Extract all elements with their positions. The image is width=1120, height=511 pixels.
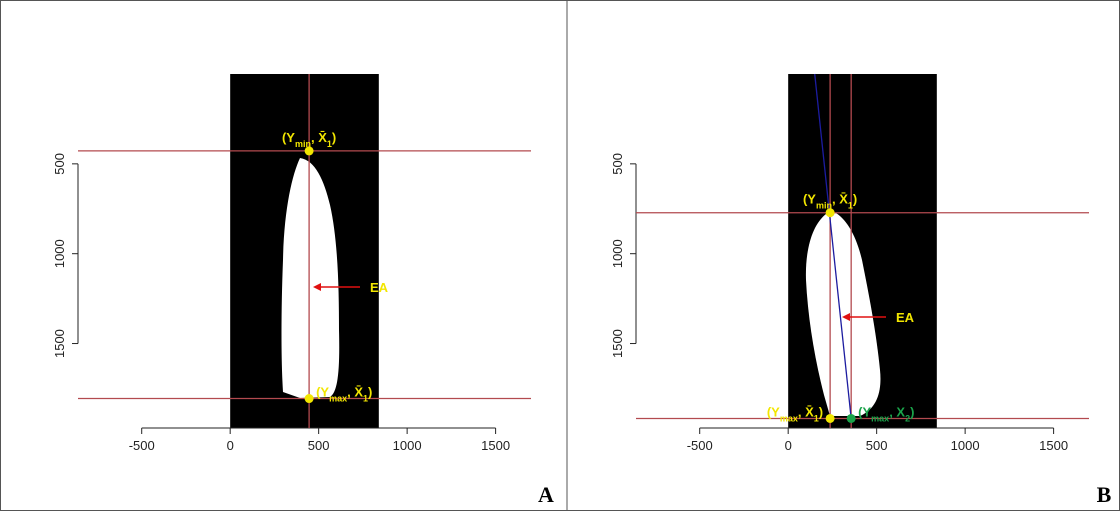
x-tick-label: 0	[227, 438, 234, 453]
x-tick-label: -500	[687, 438, 713, 453]
y-tick-label: 1000	[52, 239, 67, 268]
y-tick-label: 1500	[52, 329, 67, 358]
label-part: min	[295, 139, 311, 149]
label-part: (Y	[858, 404, 871, 419]
x-tick-label: -500	[129, 438, 155, 453]
label-part: , X̄	[832, 192, 848, 207]
label-part: , X	[889, 404, 905, 419]
label-part: (Y	[282, 130, 295, 145]
x-tick-label: 1500	[481, 438, 510, 453]
figure: -50005001000150050010001500EA(Ymin, X̄1)…	[0, 0, 1120, 511]
label-part: )	[368, 385, 372, 400]
label-part: , X̄	[311, 130, 327, 145]
label-part: (Y	[316, 385, 329, 400]
y-tick-label: 500	[52, 153, 67, 175]
label-part: )	[332, 130, 336, 145]
x-tick-label: 500	[866, 438, 888, 453]
point	[847, 414, 856, 423]
x-tick-label: 1500	[1039, 438, 1068, 453]
y-tick-label: 1500	[610, 329, 625, 358]
ea-label: EA	[896, 310, 915, 325]
page: {"chart_data": [ {"type": "image", "pane…	[0, 0, 1120, 511]
panel-label: A	[538, 482, 554, 507]
point	[826, 414, 835, 423]
label-part: )	[853, 192, 857, 207]
frame	[1, 1, 1120, 511]
point	[305, 394, 314, 403]
label-part: )	[819, 404, 823, 419]
y-tick-label: 500	[610, 153, 625, 175]
x-tick-label: 0	[785, 438, 792, 453]
label-part: )	[910, 404, 914, 419]
label-part: max	[329, 394, 347, 404]
label-part: max	[780, 413, 798, 423]
x-tick-label: 500	[308, 438, 330, 453]
label-part: (Y	[767, 404, 780, 419]
label-part: min	[816, 201, 832, 211]
label-part: (Y	[803, 192, 816, 207]
label-part: , X̄	[347, 385, 363, 400]
panel-label: B	[1097, 482, 1112, 507]
x-tick-label: 1000	[951, 438, 980, 453]
label-part: , X̄	[798, 404, 814, 419]
label-part: max	[871, 413, 889, 423]
ea-label: EA	[370, 280, 389, 295]
x-tick-label: 1000	[393, 438, 422, 453]
y-tick-label: 1000	[610, 239, 625, 268]
